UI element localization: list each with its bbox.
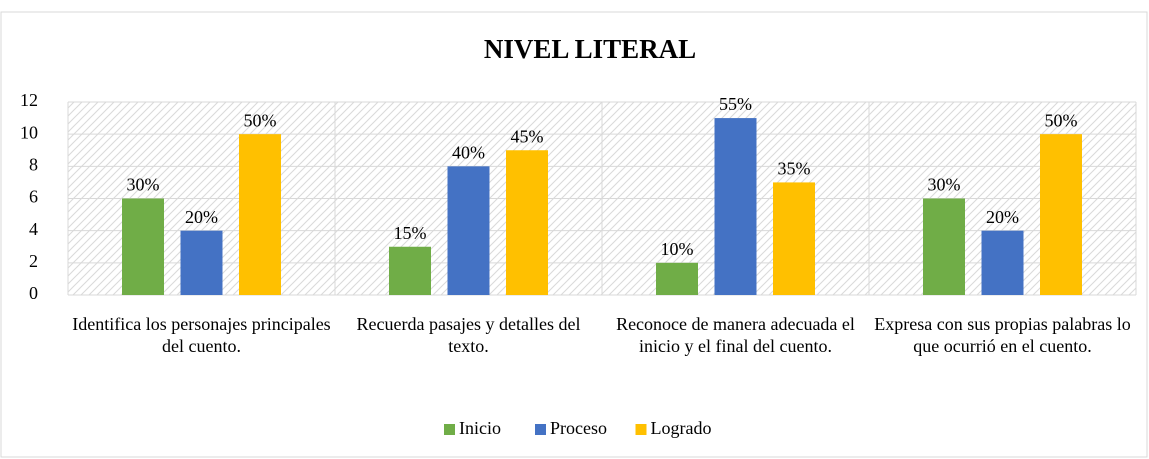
- data-label: 10%: [661, 239, 694, 259]
- data-label: 55%: [719, 94, 752, 114]
- y-tick-label: 10: [20, 122, 38, 142]
- data-label: 35%: [778, 159, 811, 179]
- x-tick-label-box: Identifica los personajes principales de…: [72, 314, 331, 356]
- bar: [180, 230, 223, 295]
- y-tick-label: 6: [29, 187, 38, 207]
- y-tick-label: 4: [29, 219, 38, 239]
- x-tick-label: Identifica los personajes principales de…: [72, 314, 331, 356]
- y-tick-label: 2: [29, 251, 38, 271]
- data-label: 40%: [452, 142, 485, 162]
- y-tick-label: 8: [29, 154, 38, 174]
- x-tick-label-box: Reconoce de manera adecuada el inicio y …: [616, 314, 855, 356]
- legend-label: Inicio: [459, 418, 501, 438]
- x-tick-label-box: Recuerda pasajes y detalles del texto.: [356, 314, 581, 356]
- legend-label: Proceso: [550, 418, 607, 438]
- bar: [239, 134, 281, 295]
- x-tick-label: Expresa con sus propias palabras lo que …: [874, 314, 1131, 356]
- bar: [714, 118, 757, 295]
- y-tick-label: 12: [20, 90, 38, 110]
- bar: [923, 198, 965, 295]
- bar: [447, 166, 490, 295]
- chart-title: NIVEL LITERAL: [484, 34, 696, 64]
- bar: [656, 262, 698, 295]
- bar: [981, 230, 1024, 295]
- legend-label: Logrado: [651, 418, 712, 438]
- x-tick-label-box: Expresa con sus propias palabras lo que …: [874, 314, 1131, 356]
- legend-swatch: [535, 424, 546, 435]
- data-label: 50%: [244, 110, 277, 130]
- y-tick-label: 0: [29, 283, 38, 303]
- bar: [773, 182, 815, 295]
- bar: [1040, 134, 1082, 295]
- bar: [506, 150, 548, 295]
- bar: [122, 198, 164, 295]
- data-label: 30%: [127, 175, 160, 195]
- x-tick-label: Reconoce de manera adecuada el inicio y …: [616, 314, 855, 356]
- data-label: 50%: [1045, 110, 1078, 130]
- x-tick-label: Recuerda pasajes y detalles del texto.: [356, 314, 581, 356]
- legend-swatch: [444, 424, 455, 435]
- legend-swatch: [635, 424, 647, 435]
- data-label: 15%: [394, 223, 427, 243]
- bar: [389, 246, 431, 295]
- data-label: 30%: [928, 175, 961, 195]
- data-label: 45%: [511, 126, 544, 146]
- data-label: 20%: [185, 207, 218, 227]
- data-label: 20%: [986, 207, 1019, 227]
